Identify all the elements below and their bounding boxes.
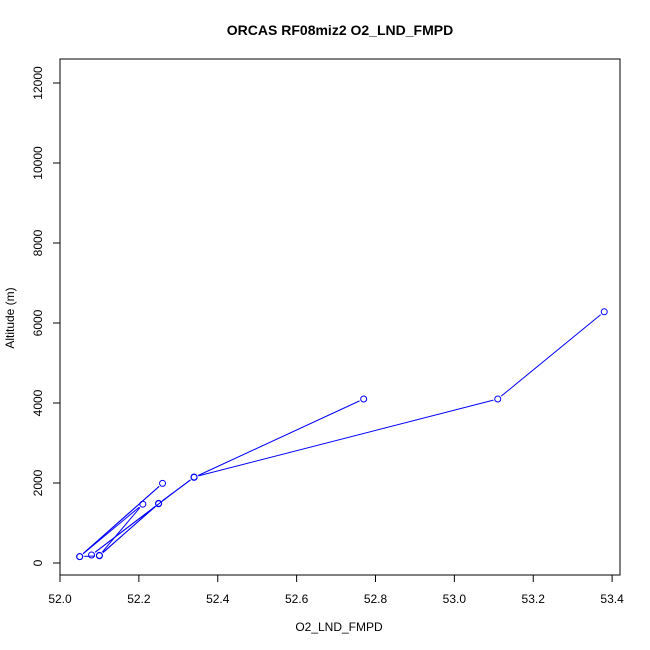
series-line-segment	[82, 506, 140, 555]
y-tick-label: 2000	[31, 469, 45, 496]
series-layer	[76, 308, 608, 561]
series-line-segment	[94, 506, 156, 553]
x-axis: 52.0 52.2 52.4 52.6 52.8 53.0 53.2 53.4	[48, 574, 624, 606]
y-tick-label: 6000	[31, 309, 45, 336]
y-axis: 0 2000 4000 6000 8000 10000 12000	[31, 66, 61, 566]
series-line-segment	[101, 507, 141, 553]
data-point	[88, 551, 96, 559]
data-point	[139, 500, 147, 508]
y-tick-label: 8000	[31, 229, 45, 256]
series-line-segment	[161, 479, 191, 502]
x-tick-label: 53.2	[522, 592, 546, 606]
y-tick-label: 0	[31, 559, 45, 566]
series-line-segment	[197, 400, 360, 476]
chart-title: ORCAS RF08miz2 O2_LND_FMPD	[227, 22, 453, 38]
x-tick-label: 52.8	[364, 592, 388, 606]
x-axis-label: O2_LND_FMPD	[295, 620, 383, 634]
series-line-segment	[82, 486, 160, 554]
data-point	[76, 553, 84, 561]
data-point	[494, 395, 502, 403]
data-point	[95, 552, 103, 560]
x-tick-label: 52.2	[127, 592, 151, 606]
series-line-segment	[102, 506, 156, 554]
x-tick-label: 52.0	[48, 592, 72, 606]
data-point	[360, 395, 368, 403]
x-tick-label: 53.0	[443, 592, 467, 606]
data-point	[600, 308, 608, 316]
y-tick-label: 4000	[31, 389, 45, 416]
y-tick-label: 12000	[31, 66, 45, 100]
x-tick-label: 52.6	[285, 592, 309, 606]
y-tick-label: 10000	[31, 146, 45, 180]
data-point	[155, 499, 163, 507]
data-point	[190, 473, 198, 481]
data-point	[159, 479, 167, 487]
x-tick-label: 52.4	[206, 592, 230, 606]
series-line-segment	[198, 399, 494, 477]
y-axis-label: Altitude (m)	[3, 287, 17, 348]
x-tick-label: 53.4	[600, 592, 624, 606]
series-line-segment	[500, 314, 602, 397]
